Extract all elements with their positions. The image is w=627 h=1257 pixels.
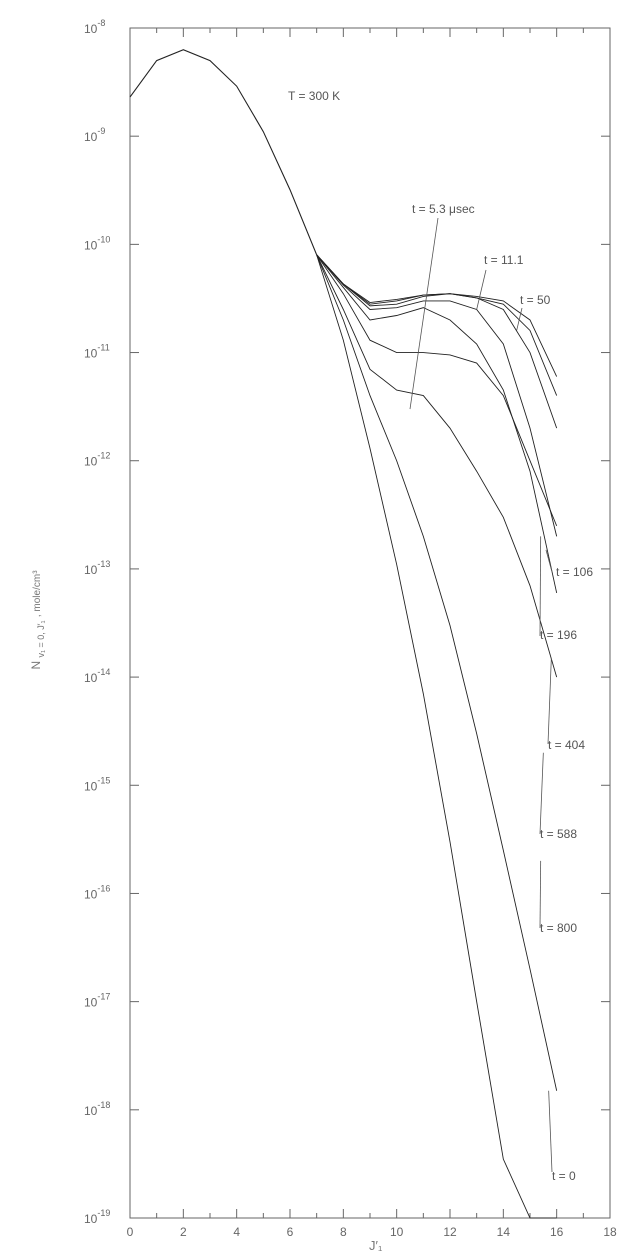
x-tick-label: 6: [287, 1225, 294, 1239]
series-line-6: [316, 254, 558, 429]
x-tick-label: 4: [233, 1225, 240, 1239]
annotation-t5.3: t = 5.3 μsec: [412, 202, 475, 216]
annotation-t588: t = 588: [540, 827, 577, 841]
annotation-arrow-5: [547, 658, 552, 745]
series-line-8: [316, 254, 558, 377]
y-tick-label: 10-14: [84, 667, 110, 685]
series-line-7: [316, 254, 558, 396]
annotation-t50: t = 50: [520, 293, 551, 307]
series-line-4: [316, 254, 558, 594]
shared-initial-line: [129, 49, 318, 256]
y-tick-label: 10-15: [84, 775, 110, 793]
annotation-t800: t = 800: [540, 921, 577, 935]
y-tick-label: 10-16: [84, 883, 110, 901]
x-tick-label: 16: [550, 1225, 564, 1239]
plot-frame: [129, 27, 611, 1219]
y-axis-title: N v₁ = 0, J′₁ , mole/cm³: [29, 570, 47, 670]
annotation-arrows: [409, 217, 553, 1173]
y-tick-label: 10-10: [84, 234, 110, 252]
x-tick-label: 12: [443, 1225, 457, 1239]
annotation-t106: t = 106: [556, 565, 593, 579]
y-tick-label: 10-9: [84, 126, 105, 144]
series-line-5: [316, 254, 558, 537]
annotation-arrow-0: [409, 217, 439, 410]
annotation-t404: t = 404: [548, 738, 585, 752]
series-line-3: [316, 254, 558, 527]
y-tick-label: 10-19: [84, 1208, 110, 1226]
series-lines: [129, 49, 558, 1219]
x-axis-title: J′₁: [369, 1238, 383, 1253]
annotation-arrow-8: [548, 1090, 553, 1173]
x-tick-label: 18: [603, 1225, 617, 1239]
x-tick-label: 10: [390, 1225, 404, 1239]
series-line-2: [316, 254, 558, 678]
annotation-t0: t = 0: [552, 1169, 576, 1183]
annotation-arrow-7: [539, 860, 542, 929]
x-tick-label: 2: [180, 1225, 187, 1239]
tick-marks: [129, 27, 611, 1219]
x-tick-label: 14: [497, 1225, 511, 1239]
y-tick-label: 10-18: [84, 1100, 110, 1118]
series-line-1: [316, 254, 558, 1091]
y-axis-title-unit: , mole/cm³: [32, 570, 43, 617]
y-tick-label: 10-8: [84, 18, 105, 36]
y-tick-label: 10-13: [84, 559, 110, 577]
annotation-arrow-2: [516, 307, 523, 331]
annotation-arrow-6: [539, 752, 544, 835]
svg-text:N v₁ = 0, J′₁ , mo: N v₁ = 0, J′₁ , mole/cm³: [29, 570, 47, 670]
annotation-t300K: T = 300 K: [288, 89, 340, 103]
x-tick-labels: 0 2 4 6 8 10 12 14 16 18: [127, 1225, 617, 1239]
annotation-arrow-1: [476, 269, 487, 310]
annotation-arrow-3: [545, 549, 553, 573]
x-tick-label: 0: [127, 1225, 134, 1239]
y-axis-title-sub: v₁ = 0, J′₁: [36, 620, 46, 657]
annotation-t196: t = 196: [540, 628, 577, 642]
y-tick-labels: 10-8 10-9 10-10 10-11 10-12 10-13 10-14 10-15 10…: [84, 18, 110, 1226]
annotation-t11.1: t = 11.1: [484, 253, 524, 267]
annotation-arrow-4: [539, 536, 542, 637]
svg-text:J′₁: J′₁: [369, 1238, 383, 1253]
y-axis-title-main: N: [29, 661, 43, 670]
y-tick-label: 10-12: [84, 451, 110, 469]
series-line-0: [316, 254, 557, 1219]
x-tick-label: 8: [340, 1225, 347, 1239]
y-tick-label: 10-17: [84, 992, 110, 1010]
y-tick-label: 10-11: [84, 343, 110, 361]
